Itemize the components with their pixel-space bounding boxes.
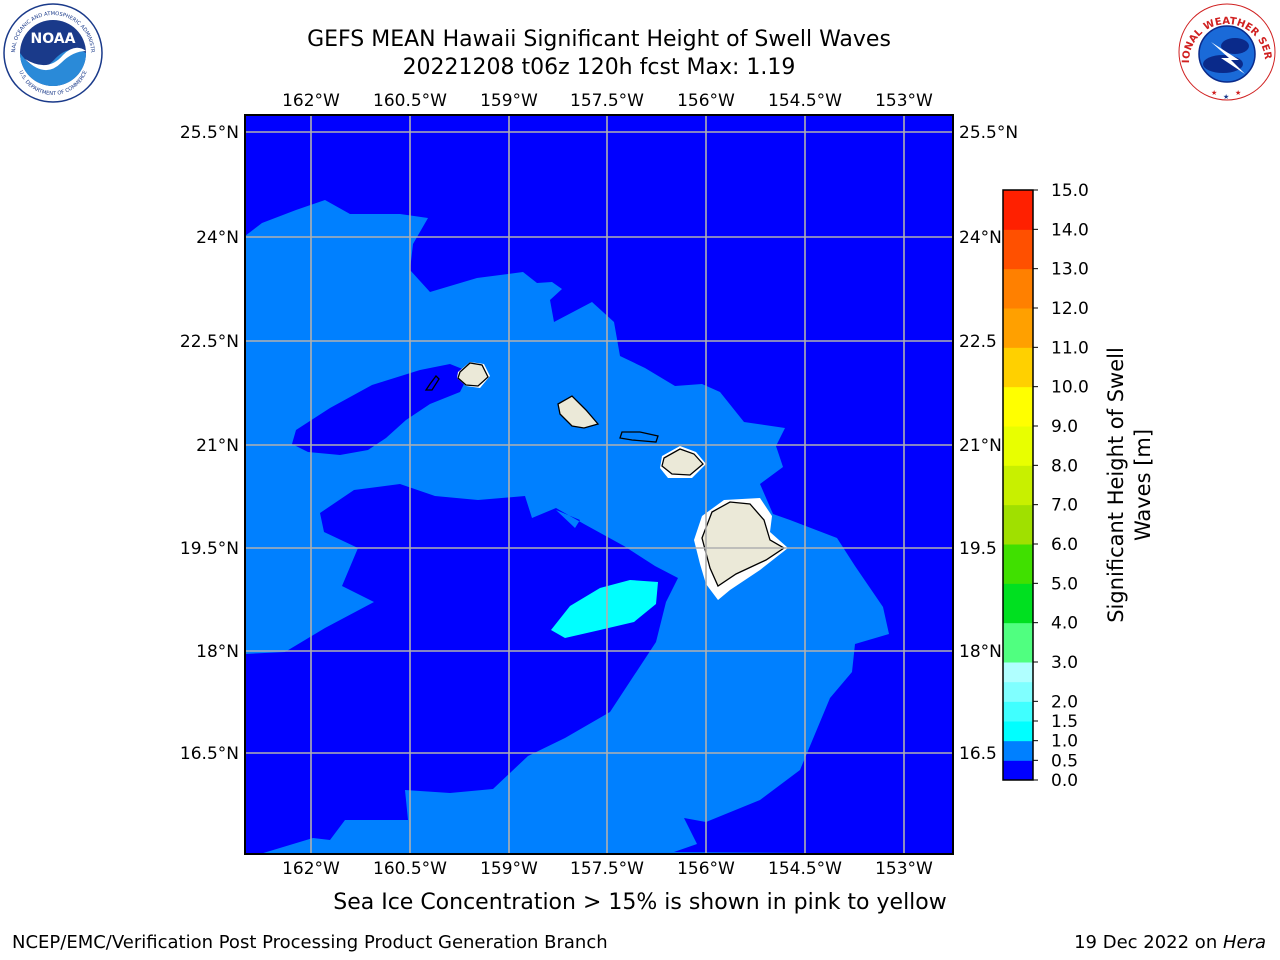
hawaiian-islands <box>424 362 788 600</box>
colorbar-swatch <box>1003 701 1033 722</box>
lat-label-left: 18°N <box>196 642 239 662</box>
lon-label-top: 156°W <box>677 91 735 111</box>
colorbar: 0.00.51.01.52.0 3.0 4.0 5.0 6.0 7.0 8.0 9.0 10.0… <box>1002 181 1089 791</box>
map-frame <box>244 114 954 855</box>
colorbar-tick-label: 1.0 <box>1051 732 1078 752</box>
footer-date-text: 19 Dec 2022 on <box>1074 932 1223 953</box>
colorbar-tick-label: 7.0 <box>1051 496 1078 516</box>
island-maui <box>661 448 704 476</box>
lat-label-right: 18°N <box>959 642 1002 662</box>
lat-label-left: 22.5°N <box>180 332 239 352</box>
colorbar-swatch <box>1003 229 1033 270</box>
colorbar-tick-label: 13.0 <box>1051 260 1089 280</box>
lat-label-left: 25.5°N <box>180 123 239 143</box>
svg-text:★: ★ <box>1223 93 1229 101</box>
colorbar-label-line1: Significant Height of Swell <box>1104 347 1128 623</box>
colorbar-swatch <box>1003 190 1033 230</box>
lon-label-top: 154.5°W <box>768 91 842 111</box>
colorbar-tick-label: 6.0 <box>1051 535 1078 555</box>
lat-label-left: 16.5°N <box>180 744 239 764</box>
contour-0.0-0.5 <box>245 115 953 854</box>
island-molokai <box>619 431 659 443</box>
lon-label-top: 157.5°W <box>570 91 644 111</box>
map-subtitle: 20221208 t06z 120h fcst Max: 1.19 <box>402 55 796 80</box>
colorbar-tick-label: 12.0 <box>1051 299 1089 319</box>
lat-label-right: 21°N <box>959 436 1002 456</box>
colorbar-swatch <box>1003 662 1033 683</box>
colorbar-swatch <box>1003 465 1033 506</box>
colorbar-tick-label: 9.0 <box>1051 417 1078 437</box>
colorbar-swatch <box>1003 426 1033 466</box>
footer-host: Hera <box>1222 932 1266 953</box>
island-niihau <box>424 375 440 391</box>
colorbar-swatch <box>1003 583 1033 624</box>
colorbar-tick-label: 14.0 <box>1051 220 1089 240</box>
colorbar-tick-label: 2.0 <box>1051 692 1078 712</box>
colorbar-label-line2: Waves [m] <box>1131 429 1155 541</box>
colorbar-frame <box>1002 189 1034 781</box>
lat-label-left: 21°N <box>196 436 239 456</box>
colorbar-tick-label: 1.5 <box>1051 712 1078 732</box>
colorbar-tick-label: 0.5 <box>1051 751 1078 771</box>
lon-label-bottom: 160.5°W <box>373 859 447 879</box>
colorbar-swatch <box>1003 308 1033 348</box>
lon-label-bottom: 156°W <box>677 859 735 879</box>
lat-label-right: 25.5°N <box>959 123 1018 143</box>
colorbar-tick-label: 5.0 <box>1051 574 1078 594</box>
gridlines <box>245 115 953 854</box>
colorbar-tick-label: 3.0 <box>1051 653 1078 673</box>
lon-label-bottom: 157.5°W <box>570 859 644 879</box>
lon-label-top: 159°W <box>480 91 538 111</box>
lon-label-bottom: 153°W <box>875 859 933 879</box>
lon-label-top: 162°W <box>282 91 340 111</box>
svg-text:★: ★ <box>1211 89 1217 97</box>
noaa-logo: NATIONAL OCEANIC AND ATMOSPHERIC ADMINIS… <box>3 3 103 103</box>
lon-label-top: 153°W <box>875 91 933 111</box>
nws-logo: NATIONAL WEATHER SERVICE ★ ★ ★ <box>1176 2 1276 101</box>
colorbar-swatch <box>1003 347 1033 388</box>
lat-label-right: 19.5 <box>959 539 997 559</box>
lat-label-left: 19.5°N <box>180 539 239 559</box>
colorbar-swatch <box>1003 760 1033 781</box>
colorbar-swatch <box>1003 544 1033 584</box>
lat-label-right: 22.5 <box>959 332 997 352</box>
colorbar-swatch <box>1003 504 1033 545</box>
footer-branch: NCEP/EMC/Verification Post Processing Pr… <box>12 932 608 953</box>
colorbar-swatch <box>1003 622 1033 663</box>
sea-ice-caption: Sea Ice Concentration > 15% is shown in … <box>333 890 947 915</box>
contour-1.0-1.5 <box>551 580 658 638</box>
svg-text:★: ★ <box>1235 89 1241 97</box>
lon-label-bottom: 159°W <box>480 859 538 879</box>
colorbar-swatch <box>1003 386 1033 427</box>
lat-label-right: 16.5 <box>959 744 997 764</box>
colorbar-swatch <box>1003 268 1033 309</box>
colorbar-tick-label: 0.0 <box>1051 771 1078 791</box>
colorbar-swatch <box>1003 740 1033 761</box>
colorbar-tick-label: 15.0 <box>1051 181 1089 201</box>
lon-label-top: 160.5°W <box>373 91 447 111</box>
lat-label-right: 24°N <box>959 228 1002 248</box>
colorbar-tick-label: 4.0 <box>1051 614 1078 634</box>
map-title: GEFS MEAN Hawaii Significant Height of S… <box>307 27 891 52</box>
colorbar-swatch <box>1003 721 1033 742</box>
lon-label-bottom: 162°W <box>282 859 340 879</box>
colorbar-swatch <box>1003 681 1033 702</box>
lon-label-bottom: 154.5°W <box>768 859 842 879</box>
colorbar-tick-label: 10.0 <box>1051 378 1089 398</box>
island-oahu <box>557 395 600 429</box>
island-big-island <box>701 501 786 587</box>
footer-date: 19 Dec 2022 on Hera <box>1074 932 1266 953</box>
lat-label-left: 24°N <box>196 228 239 248</box>
colorbar-tick-label: 11.0 <box>1051 338 1089 358</box>
svg-text:NOAA: NOAA <box>31 31 76 47</box>
colorbar-tick-label: 8.0 <box>1051 456 1078 476</box>
